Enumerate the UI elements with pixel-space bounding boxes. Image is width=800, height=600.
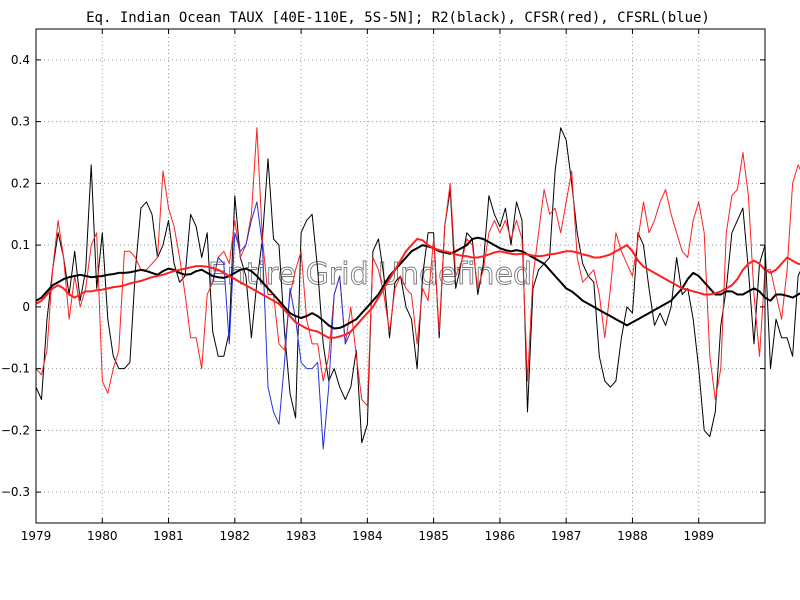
- series-layer: [35, 127, 800, 450]
- x-tick-label: 1984: [352, 529, 383, 543]
- y-tick-label: 0: [22, 300, 30, 314]
- series-line-cfsrl: [212, 201, 352, 450]
- y-tick-label: −0.2: [1, 423, 30, 437]
- axes: −0.3 −0.2 −0.1 0 0.1 0.2 0.3 0.4 1979 1980 1981 198…: [1, 28, 766, 543]
- grid: [36, 29, 765, 523]
- y-tick-label: 0.3: [11, 115, 30, 129]
- x-tick-label: 1979: [21, 529, 52, 543]
- y-tick-label: −0.3: [1, 485, 30, 499]
- y-tick-label: −0.1: [1, 362, 30, 376]
- x-tick-label: 1989: [683, 529, 714, 543]
- series-line-r2: [35, 127, 800, 444]
- x-tick-label: 1982: [220, 529, 251, 543]
- x-tick-label: 1983: [286, 529, 317, 543]
- y-tick-label: 0.1: [11, 238, 30, 252]
- plot-frame: [35, 28, 766, 524]
- series-line-cfsr: [35, 127, 800, 407]
- y-tick-label: 0.4: [11, 53, 30, 67]
- x-tick-label: 1986: [485, 529, 516, 543]
- x-tick-label: 1980: [87, 529, 118, 543]
- x-tick-label: 1987: [551, 529, 582, 543]
- chart-title: Eq. Indian Ocean TAUX [40E-110E, 5S-5N];…: [86, 10, 710, 26]
- series-line-r2-smoothed: [35, 236, 800, 330]
- x-tick-label: 1988: [617, 529, 648, 543]
- y-tick-label: 0.2: [11, 176, 30, 190]
- x-tick-label: 1985: [418, 529, 449, 543]
- series-line-cfsr-smoothed: [35, 238, 800, 339]
- x-tick-label: 1981: [153, 529, 184, 543]
